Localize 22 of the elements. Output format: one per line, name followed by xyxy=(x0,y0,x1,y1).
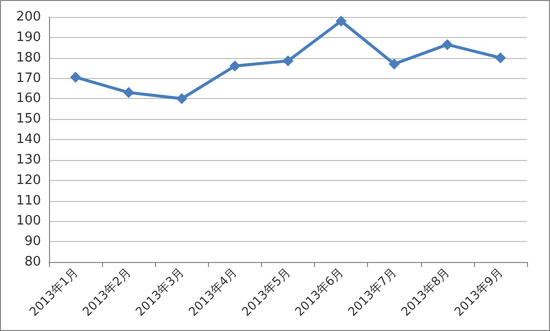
y-tick-label: 150 xyxy=(16,112,41,127)
y-tick-label: 100 xyxy=(16,214,41,229)
y-tick-label: 80 xyxy=(24,254,41,270)
point xyxy=(336,16,347,27)
y-tick-label: 200 xyxy=(16,10,41,24)
point xyxy=(229,60,240,72)
point xyxy=(388,58,400,70)
y-tick-label: 90 xyxy=(24,234,41,250)
y-tick-label: 190 xyxy=(16,30,41,45)
y-tick-label: 180 xyxy=(16,50,41,66)
point xyxy=(123,87,134,98)
y-tick-label: 140 xyxy=(16,132,41,147)
y-tick-label: 170 xyxy=(16,70,41,86)
point xyxy=(494,52,506,64)
point xyxy=(282,55,294,66)
y-tick-label: 160 xyxy=(16,91,41,106)
point xyxy=(70,72,82,83)
point xyxy=(442,39,453,50)
y-tick-label: 110 xyxy=(16,193,41,208)
y-tick-label: 130 xyxy=(16,152,41,168)
y-tick-label: 120 xyxy=(16,172,41,188)
point xyxy=(176,93,188,104)
